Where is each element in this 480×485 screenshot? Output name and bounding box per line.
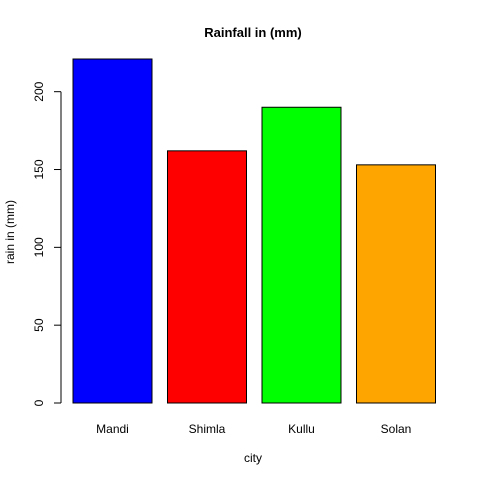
- x-tick-label: Solan: [381, 422, 412, 436]
- y-tick-label: 50: [32, 318, 46, 332]
- y-tick-label: 100: [32, 237, 46, 257]
- x-tick-label: Shimla: [189, 422, 226, 436]
- bars-group: [72, 58, 436, 404]
- bar-solan: [356, 164, 436, 404]
- x-axis-label: city: [244, 451, 262, 465]
- x-axis-categories: Mandi Shimla Kullu Solan: [96, 422, 411, 436]
- x-tick-label: Mandi: [96, 422, 129, 436]
- x-tick-label: Kullu: [288, 422, 315, 436]
- y-axis-label: rain in (mm): [3, 200, 17, 264]
- y-tick-label: 200: [32, 81, 46, 101]
- bar-kullu: [261, 106, 342, 404]
- bar-shimla: [167, 150, 247, 404]
- y-tick-label: 150: [32, 159, 46, 179]
- y-axis: 0 50 100 150 200: [32, 81, 62, 406]
- bar-mandi: [72, 58, 153, 404]
- y-tick-label: 0: [32, 399, 46, 406]
- chart-title: Rainfall in (mm): [204, 25, 302, 40]
